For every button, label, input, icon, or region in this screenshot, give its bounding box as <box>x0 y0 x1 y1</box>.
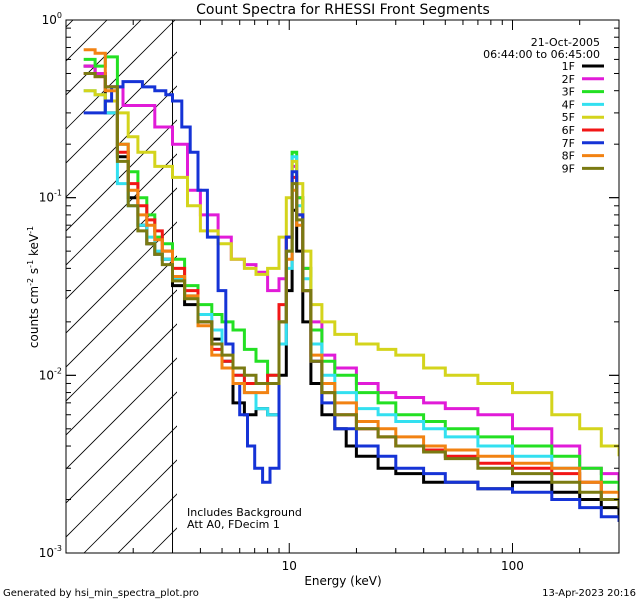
hatch-line <box>66 20 142 96</box>
series-line-7F <box>83 80 619 522</box>
series-line-8F <box>83 48 619 500</box>
series-line-3F <box>83 55 619 500</box>
legend-label-1F: 1F <box>562 60 575 73</box>
x-tick-label: 100 <box>501 559 524 573</box>
hatch-line <box>66 357 177 470</box>
footer-timestamp: 13-Apr-2023 20:16 <box>542 588 636 599</box>
axis-ticks <box>65 19 620 554</box>
hatch-line <box>66 289 177 402</box>
hatch-line <box>66 85 177 198</box>
hatch-line <box>66 391 177 504</box>
legend-label-4F: 4F <box>562 98 575 111</box>
hatch-line <box>66 20 74 28</box>
y-label-mid: s <box>27 268 41 278</box>
annotation-attenuator: Att A0, FDecim 1 <box>187 518 280 531</box>
y-axis-label: counts cm-2 s-1 keV-1 <box>26 226 41 348</box>
legend-label-2F: 2F <box>562 73 575 86</box>
hatch-line <box>66 323 177 436</box>
y-tick-label: 10-2 <box>39 366 62 382</box>
legend-label-8F: 8F <box>562 150 575 163</box>
y-label-sup2: -1 <box>26 260 35 268</box>
series-line-1F <box>83 64 619 522</box>
series-line-2F <box>83 64 619 500</box>
y-label-sup3: -1 <box>26 226 35 234</box>
hatch-line <box>66 20 108 62</box>
hatch-line <box>66 187 177 300</box>
axis-tick-labels: 10 100 100 10-1 10-2 10-3 <box>39 11 524 573</box>
legend-label-9F: 9F <box>562 162 575 175</box>
hatch-line <box>83 459 177 553</box>
x-axis-label: Energy (keV) <box>304 574 381 588</box>
x-tick-label: 10 <box>282 559 297 573</box>
y-label-sup1: -2 <box>26 278 35 286</box>
series-group <box>83 48 619 522</box>
footer-generated-by: Generated by hsi_min_spectra_plot.pro <box>3 588 199 599</box>
hatch-line <box>66 119 177 232</box>
legend-label-6F: 6F <box>562 124 575 137</box>
annotation-background: Includes Background <box>187 506 302 519</box>
y-label-tail: keV <box>27 233 41 260</box>
hatched-region <box>66 20 177 553</box>
chart-title: Count Spectra for RHESSI Front Segments <box>196 2 490 18</box>
legend-label-5F: 5F <box>562 111 575 124</box>
y-tick-label: 100 <box>42 11 62 27</box>
y-tick-label: 10-1 <box>39 189 62 205</box>
series-line-6F <box>83 72 619 508</box>
legend-label-3F: 3F <box>562 86 575 99</box>
time-range-label: 06:44:00 to 06:45:00 <box>483 48 600 61</box>
plot-frame <box>65 19 620 554</box>
legend-label-7F: 7F <box>562 137 575 150</box>
y-tick-label: 10-3 <box>39 544 62 560</box>
hatch-line <box>66 425 177 538</box>
series-line-9F <box>83 72 619 508</box>
hatch-line <box>66 221 177 334</box>
date-label: 21-Oct-2005 <box>531 36 600 49</box>
hatch-line <box>66 255 177 368</box>
y-label-prefix: counts cm <box>27 286 41 348</box>
